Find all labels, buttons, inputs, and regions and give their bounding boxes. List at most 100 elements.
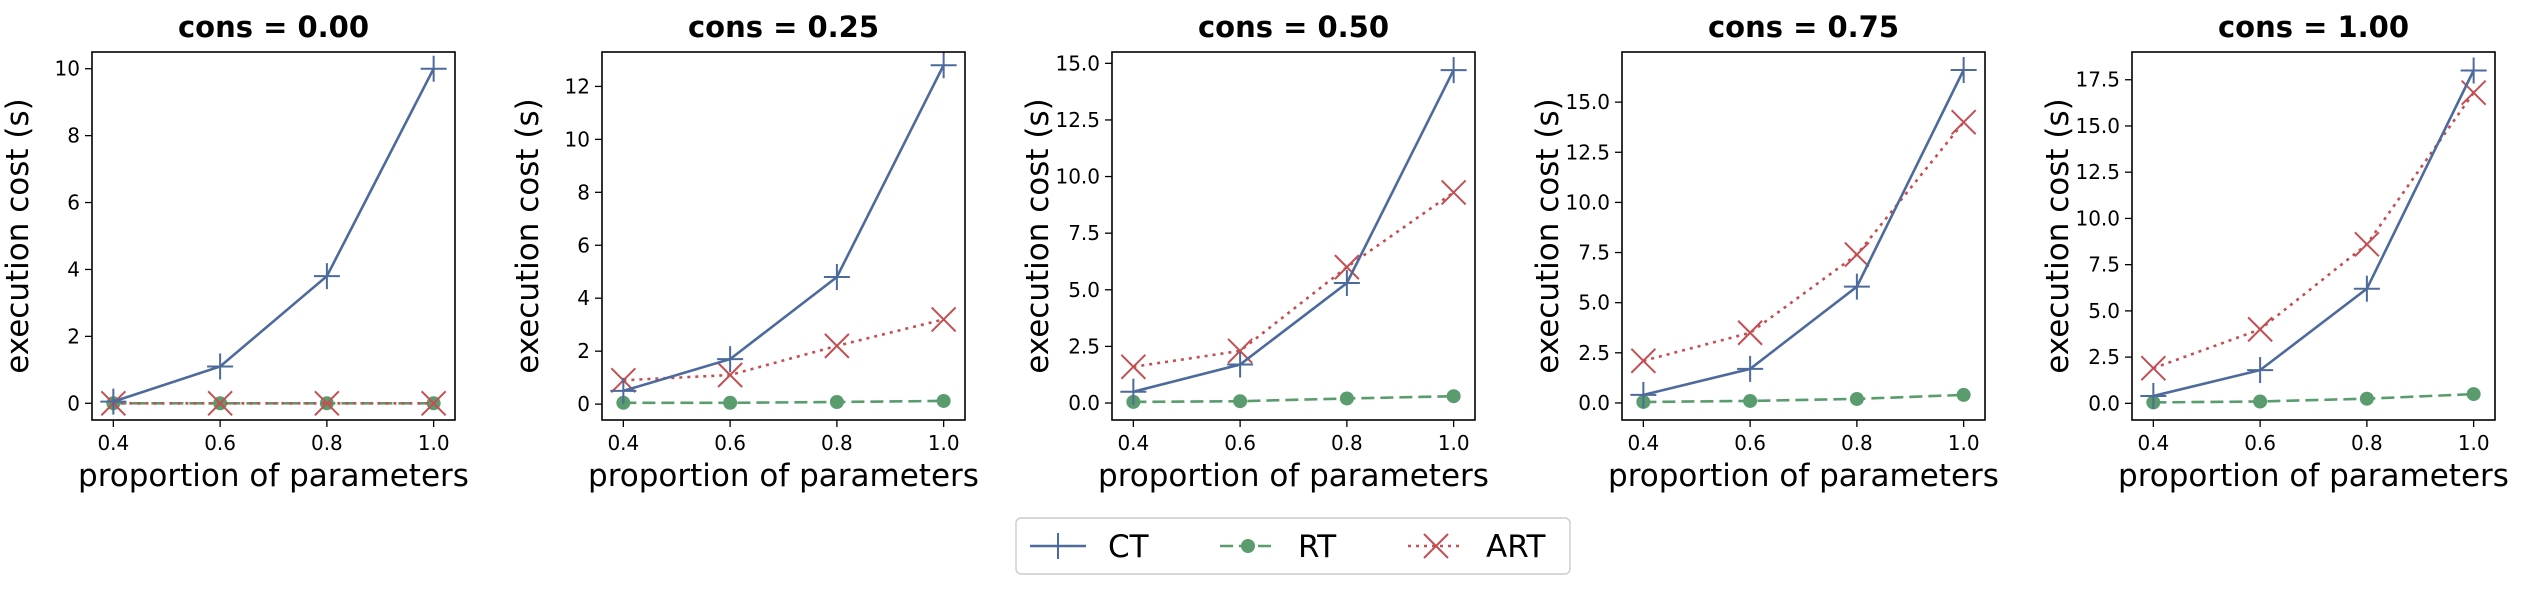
data-point-art xyxy=(1334,254,1360,280)
data-point-rt xyxy=(1743,393,1758,408)
y-tick-label: 0.0 xyxy=(2088,391,2120,415)
x-tick-label: 0.8 xyxy=(2351,431,2383,455)
x-tick-label: 0.6 xyxy=(2244,431,2276,455)
y-tick-label: 0 xyxy=(577,392,590,416)
chart-panel-1: cons = 0.00 0 2 4 6 8 10 0.4 0.6 0.8 1.0 proportion… xyxy=(0,10,469,494)
data-point-ct xyxy=(1227,351,1254,378)
panel-title: cons = 0.25 xyxy=(688,10,879,44)
legend-marker xyxy=(1045,533,1071,559)
x-tick-label: 0.8 xyxy=(1331,431,1363,455)
x-tick-label: 1.0 xyxy=(418,431,450,455)
y-tick-label: 2.5 xyxy=(1578,341,1610,365)
series-line-ct xyxy=(2153,69,2475,398)
data-point-rt xyxy=(723,395,738,410)
x-tick-label: 1.0 xyxy=(1438,431,1470,455)
data-point-ct xyxy=(1333,269,1360,296)
chart-panel-2: cons = 0.25 0 2 4 6 8 10 12 0.4 0.6 0.8 1.0 proporti… xyxy=(510,10,979,494)
x-tick-label: 0.4 xyxy=(607,431,639,455)
data-point-rt xyxy=(2253,394,2268,409)
x-tick-label: 1.0 xyxy=(928,431,960,455)
y-tick-label: 15.0 xyxy=(2075,114,2120,138)
data-point-rt xyxy=(1849,391,1864,406)
x-tick-label: 0.8 xyxy=(1841,431,1873,455)
y-tick-label: 2 xyxy=(67,324,80,348)
data-point-art xyxy=(2140,355,2167,381)
data-point-ct xyxy=(610,377,637,404)
data-point-art xyxy=(1737,320,1763,346)
y-tick-label: 10 xyxy=(565,127,590,151)
x-axis-label: proportion of parameters xyxy=(1608,458,1999,494)
legend-label: CT xyxy=(1108,529,1150,565)
y-axis-label: execution cost (s) xyxy=(1530,98,1566,373)
data-point-art xyxy=(1950,109,1977,135)
x-axis-label: proportion of parameters xyxy=(1098,458,1489,494)
x-tick-label: 0.6 xyxy=(1224,431,1256,455)
y-tick-label: 12.5 xyxy=(1565,140,1610,164)
y-tick-label: 15.0 xyxy=(1565,90,1610,114)
data-point-art xyxy=(1844,241,1870,268)
y-tick-label: 5.0 xyxy=(1068,278,1100,302)
x-axis-label: proportion of parameters xyxy=(588,458,979,494)
data-point-art xyxy=(2354,231,2380,258)
series-line-art xyxy=(1643,121,1965,363)
plot-frame xyxy=(2131,51,2496,421)
legend-label: RT xyxy=(1298,529,1337,565)
data-point-ct xyxy=(100,388,127,415)
y-tick-label: 6 xyxy=(67,191,80,215)
data-point-rt xyxy=(1339,391,1354,406)
series-line-art xyxy=(1133,191,1455,369)
series-line-rt xyxy=(1133,394,1454,404)
y-tick-label: 15.0 xyxy=(1055,51,1100,75)
data-point-art xyxy=(2460,79,2487,106)
data-point-art xyxy=(420,390,447,416)
plot-frame xyxy=(1111,51,1476,421)
y-tick-label: 2 xyxy=(577,339,590,363)
data-point-ct xyxy=(1440,57,1467,84)
data-point-art xyxy=(930,306,957,333)
y-tick-label: 10 xyxy=(55,57,80,81)
data-point-rt xyxy=(2466,387,2481,402)
chart-panels: cons = 0.00 0 2 4 6 8 10 0.4 0.6 0.8 1.0 proportion… xyxy=(0,10,2509,494)
legend-box xyxy=(1015,517,1571,575)
x-tick-label: 0.6 xyxy=(204,431,236,455)
data-point-ct xyxy=(1950,57,1977,84)
legend-entry-rt: RT xyxy=(1220,529,1337,565)
data-point-art xyxy=(2247,316,2273,343)
y-tick-label: 8 xyxy=(577,180,590,204)
data-point-ct xyxy=(207,353,234,380)
x-tick-label: 0.6 xyxy=(714,431,746,455)
y-tick-label: 6 xyxy=(577,233,590,257)
x-tick-label: 0.4 xyxy=(1627,431,1659,455)
series-line-rt xyxy=(623,399,944,405)
plot-frame xyxy=(1621,51,1986,421)
y-tick-label: 12.5 xyxy=(1055,108,1100,132)
y-tick-label: 0.0 xyxy=(1578,391,1610,415)
panel-title: cons = 0.00 xyxy=(178,10,369,44)
data-point-ct xyxy=(2140,382,2167,409)
y-tick-label: 2.5 xyxy=(1068,334,1100,358)
chart-panel-3: cons = 0.50 0.0 2.5 5.0 7.5 10.0 12.5 15.0 0.4 0.… xyxy=(1020,10,1489,494)
series-line-ct xyxy=(1133,69,1455,393)
y-tick-label: 0.0 xyxy=(1068,391,1100,415)
data-point-ct xyxy=(1120,378,1147,405)
chart-panel-5: cons = 1.00 0.0 2.5 5.0 7.5 10.0 12.5 15.0 17.5 0… xyxy=(2040,10,2509,494)
x-tick-label: 1.0 xyxy=(2458,431,2490,455)
data-point-rt xyxy=(1233,394,1248,409)
data-point-ct xyxy=(1737,355,1764,382)
data-point-rt xyxy=(2359,391,2374,406)
data-point-rt xyxy=(829,394,844,409)
x-tick-label: 0.4 xyxy=(1117,431,1149,455)
y-tick-label: 10.0 xyxy=(1565,190,1610,214)
y-tick-label: 17.5 xyxy=(2075,68,2120,92)
panel-title: cons = 0.50 xyxy=(1198,10,1389,44)
y-tick-label: 7.5 xyxy=(2088,253,2120,277)
x-axis-label: proportion of parameters xyxy=(78,458,469,494)
series-line-ct xyxy=(112,68,435,403)
data-point-ct xyxy=(313,263,340,290)
legend: CT RT ART xyxy=(1015,517,1571,575)
series-line-ct xyxy=(623,64,945,393)
y-axis-label: execution cost (s) xyxy=(1020,98,1056,373)
y-tick-label: 2.5 xyxy=(2088,345,2120,369)
x-tick-label: 0.6 xyxy=(1734,431,1766,455)
y-axis-label: execution cost (s) xyxy=(2040,98,2076,373)
